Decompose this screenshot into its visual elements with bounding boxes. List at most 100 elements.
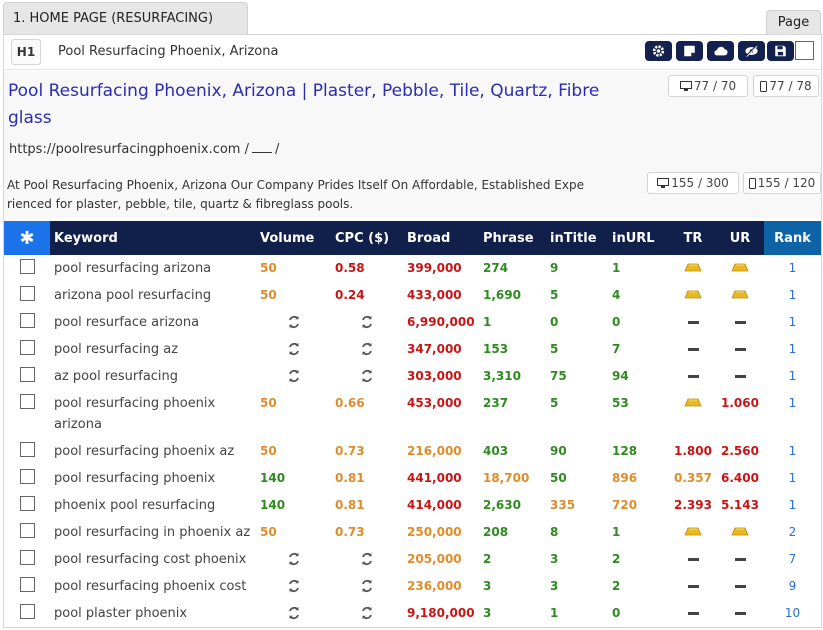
table-row[interactable]: arizona pool resurfacing 50 0.24 433,000 1,6… xyxy=(4,282,821,309)
rank-cell: 2 xyxy=(788,525,797,539)
keyword-rows: pool resurfacing arizona 50 0.58 399,000 274… xyxy=(4,255,821,627)
notes-button[interactable] xyxy=(676,41,703,61)
eye-slash-icon xyxy=(745,45,758,57)
refresh-icon[interactable] xyxy=(360,369,374,383)
volume-header[interactable]: Volume xyxy=(256,221,331,255)
keyword-cell: pool resurfacing az xyxy=(54,342,179,357)
intitle-cell: 3 xyxy=(550,552,559,566)
inurl-header[interactable]: inURL xyxy=(608,221,670,255)
table-row[interactable]: pool resurface arizona 6,990,000 1 0 0 1 xyxy=(4,309,821,336)
refresh-icon[interactable] xyxy=(287,579,301,593)
phrase-header[interactable]: Phrase xyxy=(479,221,546,255)
meta-title[interactable]: Pool Resurfacing Phoenix, Arizona | Plas… xyxy=(8,81,600,128)
inurl-cell: 2 xyxy=(612,552,621,566)
ur-cell xyxy=(716,600,764,627)
refresh-icon[interactable] xyxy=(287,552,301,566)
refresh-icon[interactable] xyxy=(287,606,301,620)
rank-cell: 1 xyxy=(788,471,797,485)
broad-cell: 414,000 xyxy=(407,498,462,512)
row-checkbox[interactable] xyxy=(19,367,35,382)
save-button[interactable] xyxy=(767,41,794,61)
url-slug[interactable] xyxy=(252,141,272,153)
keyword-cell: az pool resurfacing xyxy=(54,369,179,384)
select-page-checkbox[interactable] xyxy=(795,41,814,60)
save-icon xyxy=(775,45,786,57)
intitle-header[interactable]: inTitle xyxy=(546,221,608,255)
refresh-icon[interactable] xyxy=(360,606,374,620)
tr-header[interactable]: TR xyxy=(670,221,716,255)
row-checkbox[interactable] xyxy=(19,550,35,565)
ur-header[interactable]: UR xyxy=(716,221,764,255)
gear-icon xyxy=(652,45,665,57)
row-checkbox[interactable] xyxy=(19,523,35,538)
broad-header[interactable]: Broad xyxy=(403,221,479,255)
row-checkbox[interactable] xyxy=(19,442,35,457)
refresh-icon[interactable] xyxy=(287,315,301,329)
table-header: ✱ Keyword Volume CPC ($) Broad Phrase in… xyxy=(4,221,821,255)
intitle-cell: 335 xyxy=(550,498,576,512)
phrase-cell: 237 xyxy=(483,396,509,410)
keyword-header[interactable]: Keyword xyxy=(50,221,256,255)
settings-button[interactable] xyxy=(645,41,672,61)
cpc-header[interactable]: CPC ($) xyxy=(331,221,403,255)
dash-icon xyxy=(687,585,699,588)
refresh-icon[interactable] xyxy=(287,342,301,356)
phrase-cell: 1,690 xyxy=(483,288,521,302)
row-checkbox-cell xyxy=(4,255,50,282)
table-row[interactable]: az pool resurfacing 303,000 3,310 75 94 1 xyxy=(4,363,821,390)
refresh-icon[interactable] xyxy=(287,369,301,383)
table-row[interactable]: pool resurfacing az 347,000 153 5 7 1 xyxy=(4,336,821,363)
cloud-button[interactable] xyxy=(707,41,734,61)
table-row[interactable]: pool resurfacing phoenix arizona 50 0.66 45… xyxy=(4,390,821,438)
refresh-icon[interactable] xyxy=(360,552,374,566)
table-row[interactable]: pool resurfacing in phoenix az 50 0.73 250,… xyxy=(4,519,821,546)
table-row[interactable]: pool resurfacing cost phoenix 205,000 2 3 2 7 xyxy=(4,546,821,573)
row-checkbox[interactable] xyxy=(19,577,35,592)
desktop-icon xyxy=(679,81,692,91)
row-checkbox[interactable] xyxy=(19,604,35,619)
broad-cell: 303,000 xyxy=(407,369,462,383)
mobile-icon xyxy=(760,81,768,92)
table-row[interactable]: pool plaster phoenix 9,180,000 3 1 0 10 xyxy=(4,600,821,627)
dash-icon xyxy=(734,321,746,324)
table-row[interactable]: pool resurfacing arizona 50 0.58 399,000 274… xyxy=(4,255,821,282)
ur-cell xyxy=(716,255,764,282)
table-row[interactable]: pool resurfacing phoenix 140 0.81 441,000 18… xyxy=(4,465,821,492)
table-row[interactable]: pool resurfacing phoenix cost 236,000 3 3 2 9 xyxy=(4,573,821,600)
table-row[interactable]: phoenix pool resurfacing 140 0.81 414,000 2,… xyxy=(4,492,821,519)
refresh-icon[interactable] xyxy=(360,315,374,329)
h1-row: H1 Pool Resurfacing Phoenix, Arizona xyxy=(4,35,821,70)
meta-url[interactable]: https://poolresurfacingphoenix.com / / xyxy=(9,141,279,157)
gold-bar-icon xyxy=(731,527,749,536)
meta-description[interactable]: At Pool Resurfacing Phoenix, Arizona Our… xyxy=(7,178,584,211)
cpc-cell: 0.81 xyxy=(335,471,365,485)
visibility-button[interactable] xyxy=(738,41,765,61)
keyword-cell: pool resurface arizona xyxy=(54,315,200,330)
title-mobile-count: 77 / 78 xyxy=(753,75,819,97)
page-button[interactable]: Page xyxy=(766,10,821,34)
desc-desktop-count: 155 / 300 xyxy=(647,172,739,194)
tr-cell xyxy=(670,573,716,600)
table-row[interactable]: pool resurfacing phoenix az 50 0.73 216,000… xyxy=(4,438,821,465)
refresh-icon[interactable] xyxy=(360,579,374,593)
select-all-header[interactable]: ✱ xyxy=(4,221,50,255)
row-checkbox-cell xyxy=(4,546,50,573)
row-checkbox[interactable] xyxy=(19,340,35,355)
mobile-icon xyxy=(748,178,756,189)
row-checkbox[interactable] xyxy=(19,313,35,328)
row-checkbox[interactable] xyxy=(19,469,35,484)
inurl-cell: 7 xyxy=(612,342,621,356)
section-tab[interactable]: 1. HOME PAGE (RESURFACING) xyxy=(3,2,248,34)
row-checkbox[interactable] xyxy=(19,259,35,274)
keyword-cell: arizona pool resurfacing xyxy=(54,288,212,303)
row-checkbox[interactable] xyxy=(19,286,35,301)
row-checkbox[interactable] xyxy=(19,496,35,511)
gold-bar-icon xyxy=(731,263,749,272)
gold-bar-icon xyxy=(684,527,702,536)
refresh-icon[interactable] xyxy=(360,342,374,356)
broad-cell: 216,000 xyxy=(407,444,462,458)
rank-header[interactable]: Rank xyxy=(764,221,821,255)
url-separator-end: / xyxy=(275,142,280,157)
row-checkbox[interactable] xyxy=(19,394,35,409)
broad-cell: 433,000 xyxy=(407,288,462,302)
